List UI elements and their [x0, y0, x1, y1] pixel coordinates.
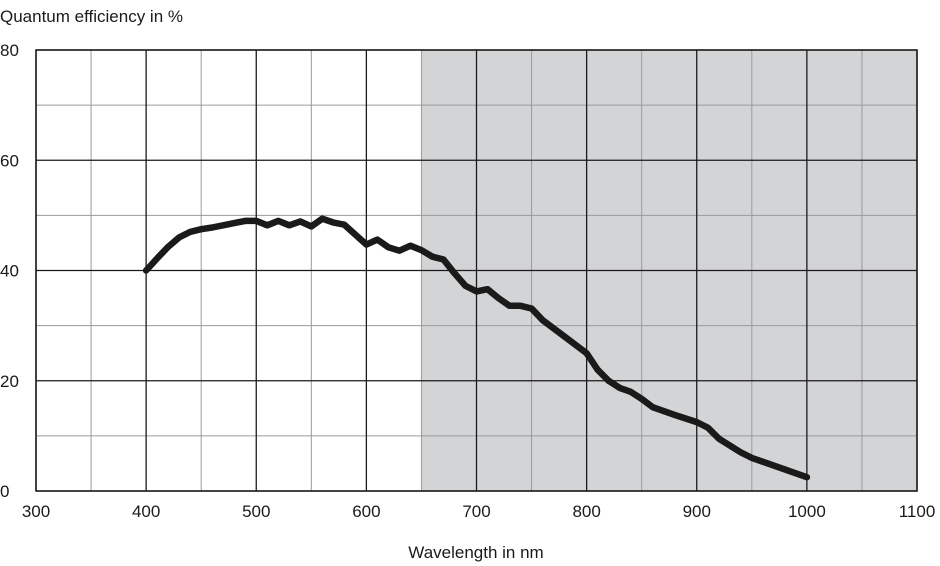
- y-tick-label: 80: [0, 41, 19, 60]
- y-tick-label: 0: [0, 482, 9, 501]
- x-tick-label: 900: [683, 502, 711, 521]
- x-tick-label: 1100: [899, 502, 936, 521]
- x-tick-label: 300: [22, 502, 50, 521]
- plot-frame: [35, 49, 918, 492]
- y-axis-title: Quantum efficiency in %: [0, 7, 183, 26]
- x-tick-label: 1000: [788, 502, 826, 521]
- x-tick-label: 400: [132, 502, 160, 521]
- y-tick-label: 40: [0, 262, 19, 281]
- series: [142, 215, 811, 481]
- x-tick-label: 800: [572, 502, 600, 521]
- y-tick-label: 60: [0, 151, 19, 170]
- tick-labels: 300 400 500 600 700 800 900 1000 1100 0 20 40 60 80: [0, 41, 935, 521]
- grid: [35, 49, 918, 492]
- x-tick-label: 700: [462, 502, 490, 521]
- x-axis-title: Wavelength in nm: [408, 543, 543, 562]
- x-tick-label: 500: [242, 502, 270, 521]
- y-tick-label: 20: [0, 372, 19, 391]
- x-tick-label: 600: [352, 502, 380, 521]
- series-line-0: [142, 215, 811, 481]
